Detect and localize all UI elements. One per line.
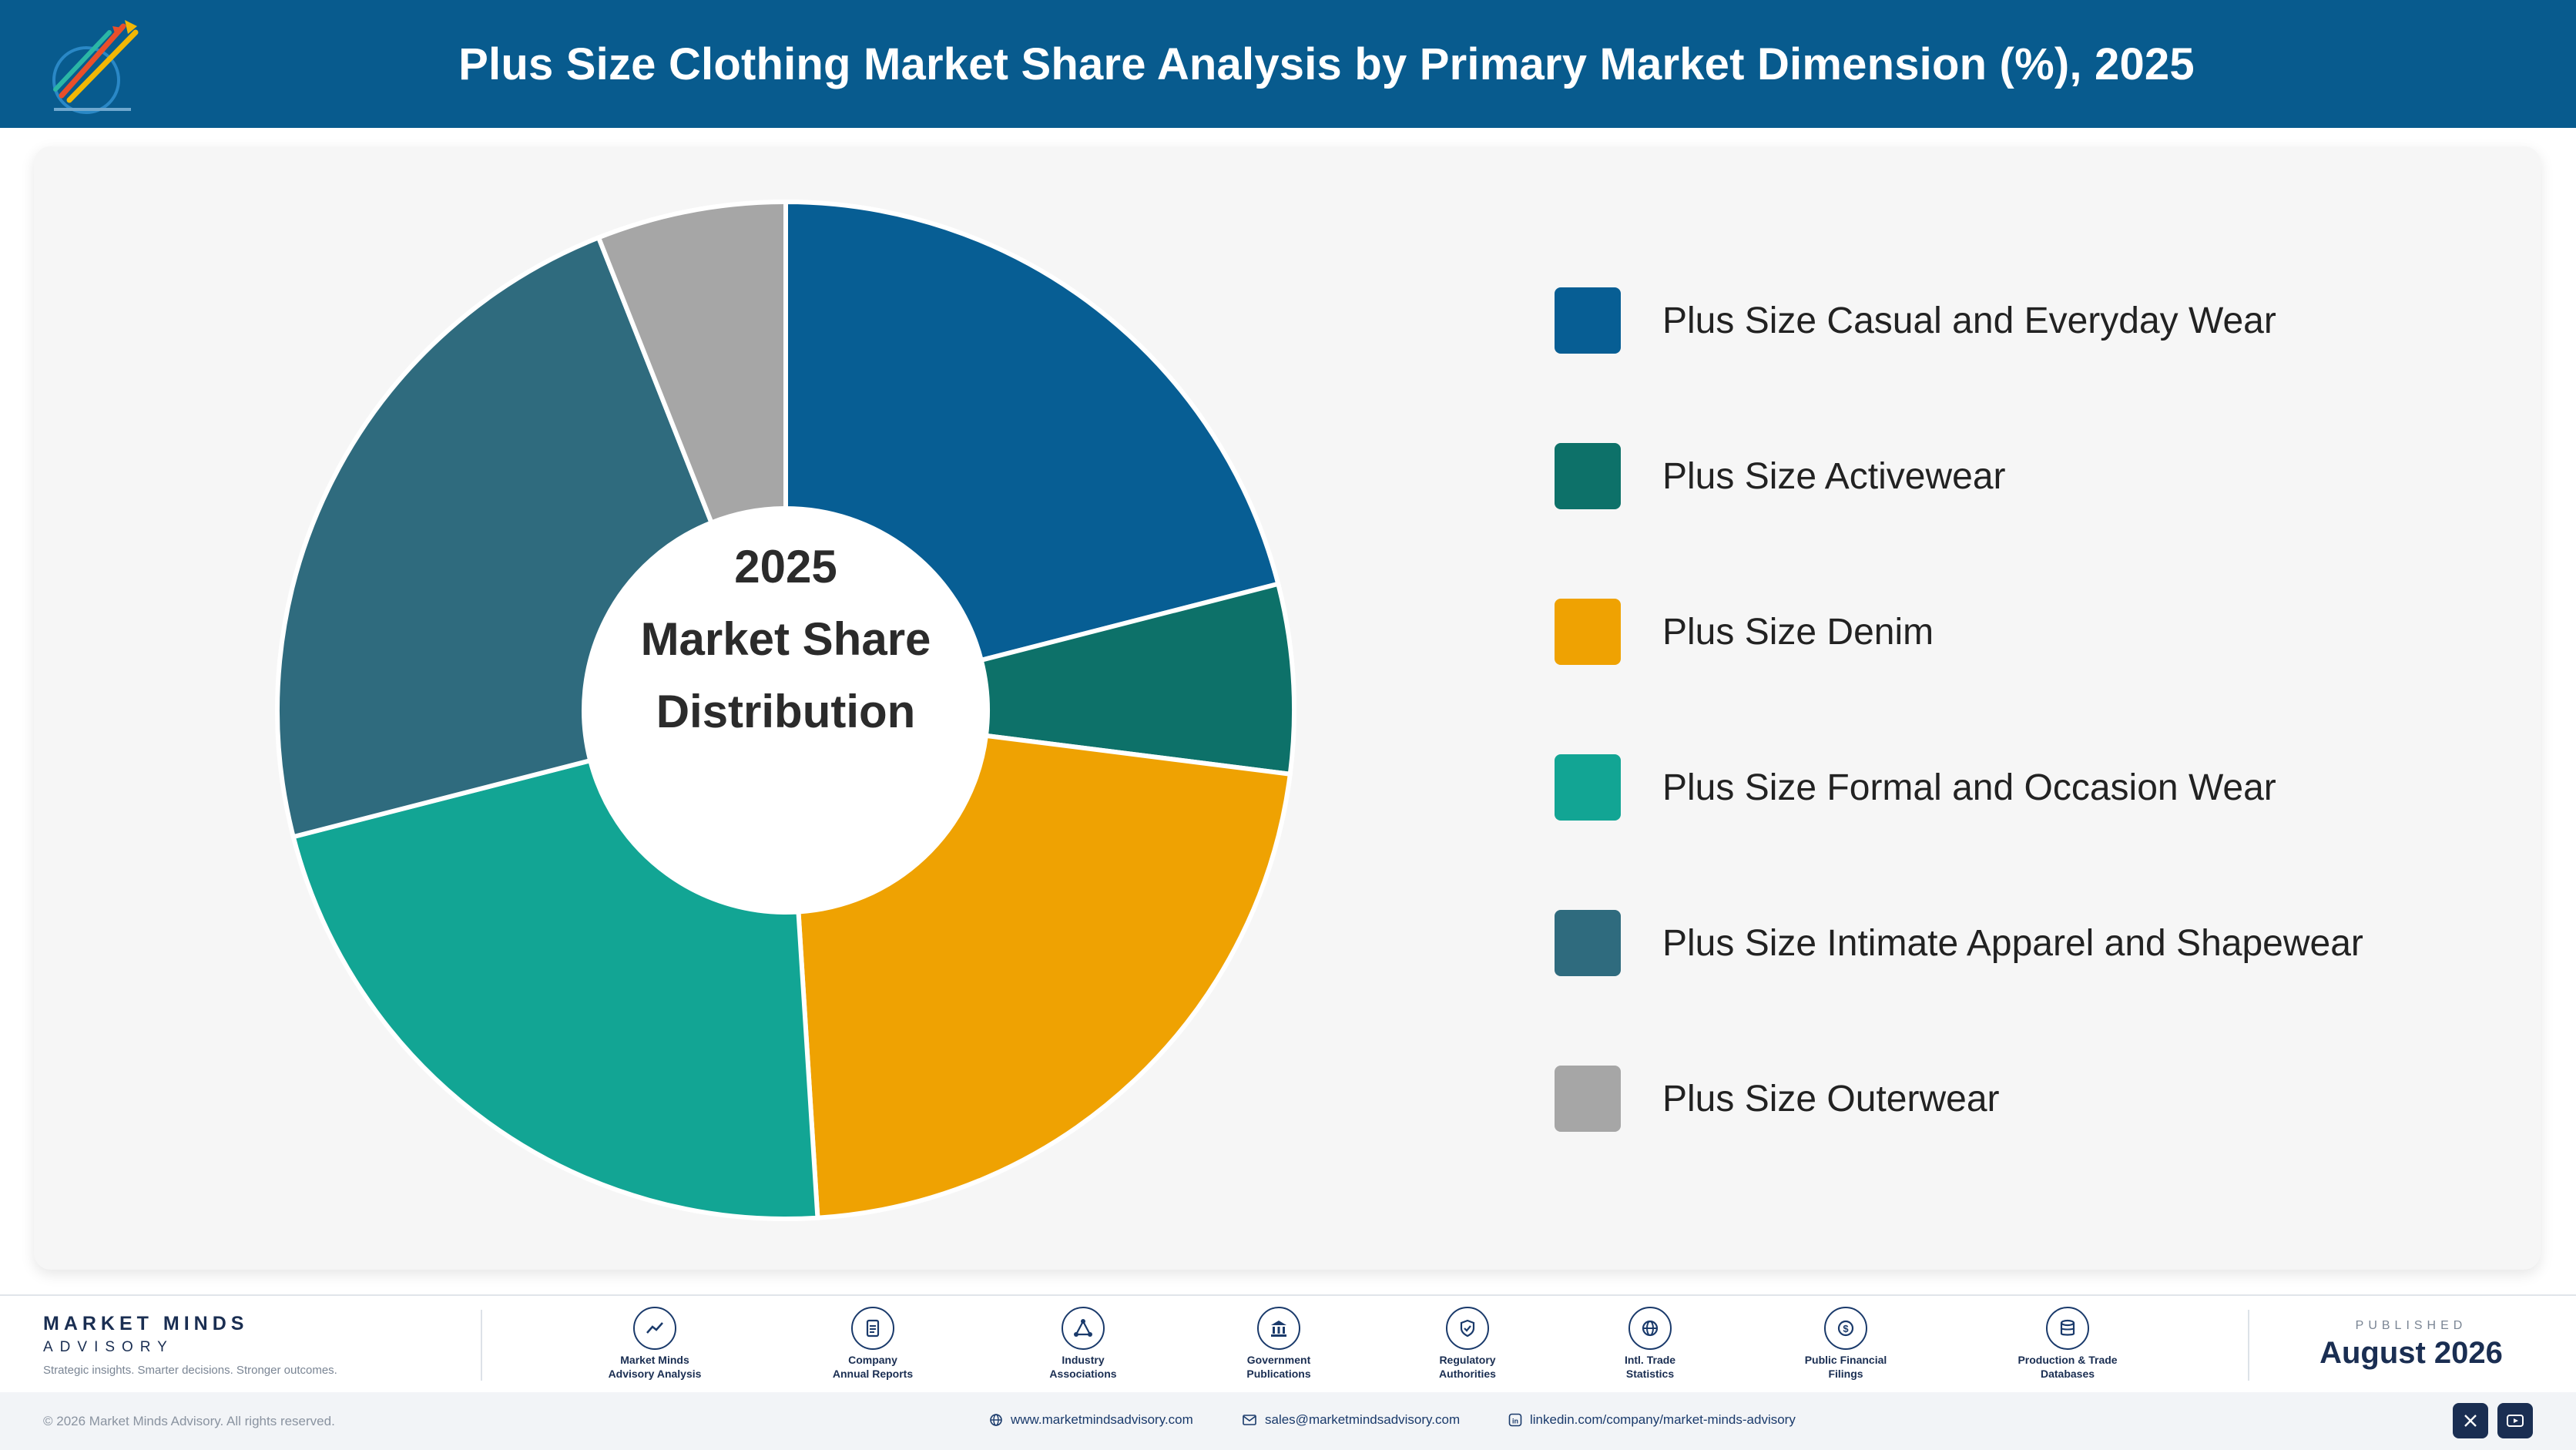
svg-text:$: $: [1843, 1323, 1849, 1334]
government-building-icon: [1257, 1307, 1300, 1350]
dollar-coin-icon: $: [1824, 1307, 1867, 1350]
source-financial-filings: $ Public Financial Filings: [1761, 1304, 1930, 1388]
source-label: Intl. Trade Statistics: [1624, 1354, 1676, 1380]
donut-center-label: 2025 Market Share Distribution: [593, 505, 978, 774]
source-label: Government Publications: [1246, 1354, 1311, 1380]
linkedin-icon: in: [1508, 1413, 1522, 1427]
page-title: Plus Size Clothing Market Share Analysis…: [458, 39, 2195, 89]
source-government-publications: Government Publications: [1194, 1304, 1363, 1388]
data-sources: Market Minds Advisory Analysis Company Ann…: [570, 1304, 2203, 1388]
center-label-line-3: Distribution: [656, 686, 916, 737]
legend-label: Plus Size Formal and Occasion Wear: [1662, 767, 2276, 808]
published-label: PUBLISHED: [2355, 1319, 2467, 1332]
globe-icon: [990, 1414, 1002, 1426]
brand-subtitle: ADVISORY: [43, 1339, 174, 1355]
youtube-icon[interactable]: [2497, 1403, 2533, 1438]
document-icon: [851, 1307, 894, 1350]
legend-swatch: [1555, 1066, 1621, 1132]
legend-label: Plus Size Intimate Apparel and Shapewear: [1662, 922, 2363, 964]
legend-swatch: [1555, 754, 1621, 821]
shield-check-icon: [1446, 1307, 1489, 1350]
copyright-text: © 2026 Market Minds Advisory. All rights…: [43, 1414, 335, 1428]
footer: MARKET MINDS ADVISORY Strategic insights…: [0, 1294, 2576, 1450]
network-icon: [1062, 1307, 1105, 1350]
footer-top: MARKET MINDS ADVISORY Strategic insights…: [0, 1296, 2576, 1392]
source-company-reports: Company Annual Reports: [788, 1304, 958, 1388]
legend-label: Plus Size Denim: [1662, 611, 1934, 653]
x-icon[interactable]: [2453, 1403, 2488, 1438]
footer-divider: [2248, 1310, 2249, 1381]
footer-bottom-bar: © 2026 Market Minds Advisory. All rights…: [0, 1392, 2576, 1450]
source-label: Company Annual Reports: [832, 1354, 914, 1380]
source-regulatory-authorities: Regulatory Authorities: [1383, 1304, 1552, 1388]
email-text: sales@marketmindsadvisory.com: [1265, 1412, 1461, 1427]
email-link[interactable]: sales@marketmindsadvisory.com: [1242, 1412, 1460, 1428]
linkedin-link[interactable]: in linkedin.com/company/market-minds-adv…: [1508, 1412, 1796, 1428]
source-market-minds-analysis: Market Minds Advisory Analysis: [570, 1304, 740, 1388]
legend-swatch: [1555, 599, 1621, 665]
source-trade-databases: Production & Trade Databases: [1983, 1304, 2152, 1388]
center-label-year: 2025: [734, 541, 837, 592]
source-label: Public Financial Filings: [1804, 1354, 1887, 1380]
legend-swatch: [1555, 287, 1621, 354]
legend-swatch: [1555, 443, 1621, 509]
legend-item-casual[interactable]: Plus Size Casual and Everyday Wear: [1555, 287, 2276, 354]
source-label: Production & Trade Databases: [2018, 1354, 2118, 1380]
globe-icon: [1628, 1307, 1672, 1350]
legend-label: Plus Size Outerwear: [1662, 1078, 2000, 1119]
linkedin-text: linkedin.com/company/market-minds-adviso…: [1530, 1412, 1796, 1427]
database-icon: [2046, 1307, 2089, 1350]
website-text: www.marketmindsadvisory.com: [1011, 1412, 1193, 1427]
source-industry-associations: Industry Associations: [998, 1304, 1168, 1388]
legend-item-activewear[interactable]: Plus Size Activewear: [1555, 442, 2006, 510]
source-label: Industry Associations: [1049, 1354, 1117, 1380]
legend-item-intimate[interactable]: Plus Size Intimate Apparel and Shapewear: [1555, 909, 2363, 977]
trend-line-icon: [633, 1307, 676, 1350]
legend-label: Plus Size Activewear: [1662, 455, 2006, 497]
legend-item-denim[interactable]: Plus Size Denim: [1555, 598, 1934, 666]
svg-text:in: in: [1512, 1418, 1518, 1425]
brand-tagline: Strategic insights. Smarter decisions. S…: [43, 1364, 337, 1377]
website-link[interactable]: www.marketmindsadvisory.com: [989, 1412, 1193, 1428]
published-date: August 2026: [2319, 1336, 2503, 1370]
legend-item-formal[interactable]: Plus Size Formal and Occasion Wear: [1555, 754, 2276, 821]
market-minds-logo: [52, 20, 139, 114]
source-label: Regulatory Authorities: [1439, 1354, 1496, 1380]
mail-icon: [1243, 1415, 1256, 1425]
legend-item-outerwear[interactable]: Plus Size Outerwear: [1555, 1065, 2000, 1133]
brand-name: MARKET MINDS: [43, 1313, 249, 1334]
footer-divider: [481, 1310, 482, 1381]
header-bar: Plus Size Clothing Market Share Analysis…: [0, 0, 2576, 128]
center-label-line-2: Market Share: [640, 613, 931, 665]
legend-label: Plus Size Casual and Everyday Wear: [1662, 300, 2276, 341]
legend-swatch: [1555, 910, 1621, 976]
source-label: Market Minds Advisory Analysis: [608, 1354, 702, 1380]
source-trade-statistics: Intl. Trade Statistics: [1565, 1304, 1735, 1388]
